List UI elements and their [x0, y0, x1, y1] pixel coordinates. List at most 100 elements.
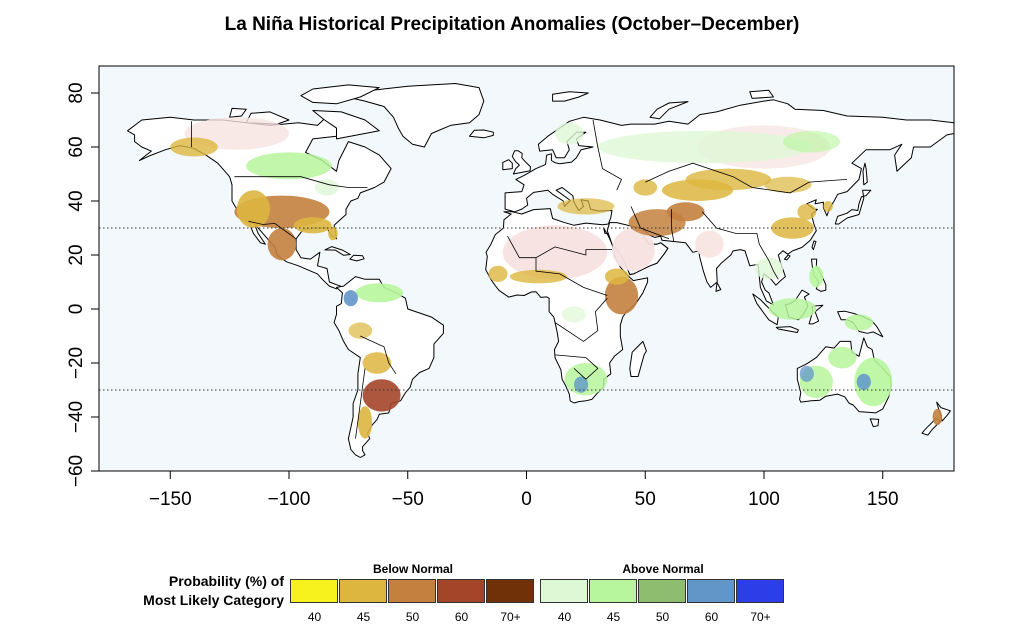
anomaly-us-southwest — [236, 190, 270, 229]
landmass-baffin-island — [312, 110, 380, 140]
anomaly-great-lakes — [315, 179, 339, 196]
anomaly-northern-sa — [355, 283, 404, 303]
landmass-sri-lanka — [715, 282, 722, 292]
landmass-taiwan — [811, 240, 817, 251]
anomaly-caspian — [633, 179, 658, 196]
legend-swatch — [540, 579, 588, 603]
border-europe-russia — [592, 119, 623, 191]
anomaly-patagonia — [357, 406, 373, 439]
border-saharan-2 — [535, 257, 608, 296]
landmass-hispaniola — [349, 254, 365, 262]
legend-swatch — [736, 579, 784, 603]
y-tick-label: 60 — [66, 136, 87, 157]
anomaly-korea — [823, 201, 833, 212]
anomaly-australia-east — [854, 357, 893, 407]
border-saharan-1 — [507, 235, 612, 259]
reference-lines — [99, 227, 954, 391]
legend-above-normal-label: Above Normal — [622, 562, 704, 576]
anomaly-la-plata — [362, 379, 401, 412]
legend-bin-label: 45 — [606, 610, 621, 624]
landmass-java — [775, 326, 799, 333]
legend-bin-label: 60 — [704, 610, 719, 624]
border-indochina — [763, 252, 779, 280]
x-tick-label: −150 — [149, 489, 192, 510]
anomaly-maritime — [768, 298, 817, 320]
landmass-svalbard — [552, 91, 589, 102]
anomaly-southeast-asia — [754, 257, 784, 280]
anomaly-philippines — [809, 265, 824, 288]
border-central-africa — [554, 297, 608, 342]
landmass-severnaya-zemlya — [749, 89, 774, 99]
x-tick-label: 150 — [867, 489, 899, 510]
anomaly-colombia — [343, 290, 358, 307]
anomaly-kazakhstan — [685, 168, 772, 191]
landmass-iceland — [469, 129, 494, 139]
anomaly-mexico — [267, 228, 297, 261]
y-tick-label: 80 — [66, 82, 87, 103]
border-brazil-west — [360, 335, 397, 375]
legend-below-normal-values: 40 45 50 60 70+ — [290, 610, 535, 624]
anomaly-west-africa — [488, 265, 508, 282]
legend-bin-label: 40 — [307, 610, 322, 624]
border-kazakh-russia — [645, 162, 734, 183]
legend-swatch — [486, 579, 534, 603]
anomaly-mediterranean — [557, 198, 615, 215]
anomaly-new-guinea — [844, 314, 874, 331]
legend-swatch — [638, 579, 686, 603]
y-tick-label: 0 — [66, 304, 87, 315]
landmass-cuba — [324, 246, 351, 256]
landmass-greenland — [352, 83, 485, 148]
anomaly-florida — [328, 226, 338, 241]
border-us-canada — [234, 176, 368, 188]
anomaly-siberia-east — [783, 130, 840, 153]
anomaly-pnw-alaska — [170, 137, 218, 157]
border-china-mongolia — [732, 176, 848, 194]
landmass-great-britain — [511, 150, 531, 175]
legend-above-normal-values: 40 45 50 60 70+ — [540, 610, 785, 624]
y-axis: 80 60 40 20 0 −20 −40 −60 — [66, 82, 99, 487]
anomaly-australia-north — [828, 346, 857, 369]
anomaly-northern-eurasia — [597, 130, 812, 164]
anomaly-layer — [170, 117, 943, 439]
legend-swatch — [290, 579, 338, 603]
x-tick-label: 100 — [748, 489, 780, 510]
anomaly-us-gulf — [293, 217, 332, 234]
anomaly-scandinavia — [555, 122, 584, 145]
anomaly-afghanistan — [666, 202, 705, 222]
legend-below-normal-swatches — [290, 579, 535, 603]
landmass-japan — [834, 189, 872, 225]
y-tick-label: −60 — [66, 455, 87, 487]
legend-swatch — [339, 579, 387, 603]
anomaly-nz-dry — [932, 408, 943, 426]
landmass-new-zealand-north — [936, 401, 951, 422]
landmass-banks-island — [229, 107, 247, 118]
border-india-china — [701, 211, 765, 253]
anomaly-india-mask — [695, 230, 724, 258]
legend-bin-label: 50 — [655, 610, 670, 624]
border-southern-africa — [554, 354, 599, 380]
legend-bin-label: 60 — [454, 610, 469, 624]
y-tick-label: −40 — [66, 401, 87, 433]
border-argentina-chile — [355, 368, 366, 439]
landmass-ireland — [502, 159, 513, 171]
anomaly-arabia-mask — [612, 228, 655, 272]
x-tick-label: −50 — [392, 489, 424, 510]
x-tick-label: 50 — [635, 489, 656, 510]
landmass-tasmania — [869, 418, 880, 428]
legend-swatch — [437, 579, 485, 603]
y-tick-label: 20 — [66, 244, 87, 265]
legend-bin-label: 50 — [405, 610, 420, 624]
anomaly-kalahari — [574, 376, 589, 393]
legend-bin-label: 45 — [356, 610, 371, 624]
legend-title: Probability (%) of Most Likely Category — [106, 572, 284, 610]
legend-swatch — [589, 579, 637, 603]
x-tick-label: −100 — [268, 489, 311, 510]
anomaly-ethiopia — [604, 268, 629, 285]
landmass-sumatra — [752, 293, 779, 326]
legend-swatch — [388, 579, 436, 603]
landmass-novaya-zemlya — [649, 101, 689, 120]
landmass-hainan — [783, 254, 791, 261]
legend-title-line-1: Probability (%) of — [168, 573, 284, 589]
anomaly-australia-nw — [799, 365, 814, 382]
